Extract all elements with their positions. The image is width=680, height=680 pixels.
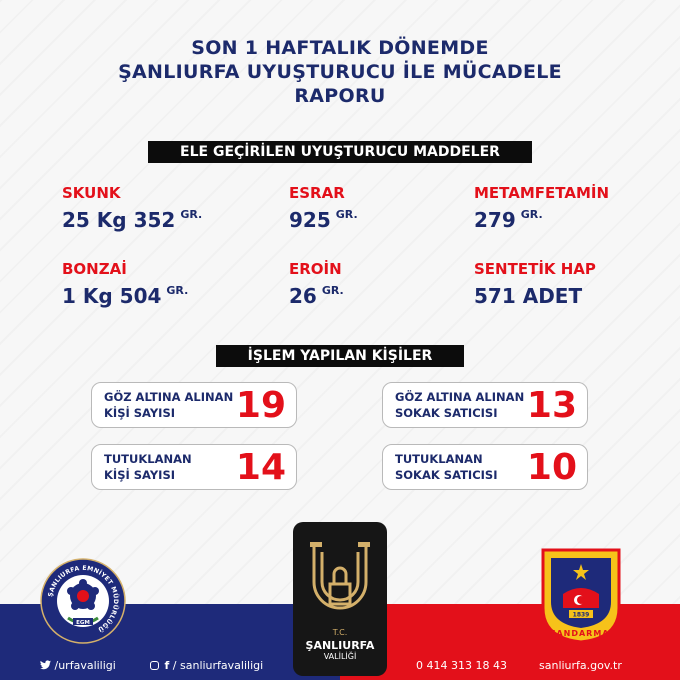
- jandarma-text: JANDARMA: [551, 629, 609, 638]
- drug-name: METAMFETAMİN: [474, 184, 610, 202]
- drug-name: EROİN: [289, 260, 342, 278]
- footer-band-red: [340, 604, 680, 680]
- title-line-3: RAPORU: [294, 85, 386, 107]
- stat-label-line-1: TUTUKLANAN: [104, 452, 192, 466]
- drug-item-eroin: EROİN 26 GR.: [289, 260, 479, 309]
- stat-card-arrested-dealers: TUTUKLANAN SOKAK SATICISI 10: [382, 444, 588, 490]
- drug-unit: GR.: [335, 208, 358, 221]
- footer-website[interactable]: sanliurfa.gov.tr: [539, 659, 622, 672]
- stat-label: TUTUKLANAN SOKAK SATICISI: [395, 451, 535, 483]
- drug-amount-value: 26: [289, 284, 317, 308]
- valilik-tc-text: T.C.: [332, 628, 348, 637]
- drug-amount: 1 Kg 504 GR.: [62, 278, 252, 309]
- drug-amount-value: 1 Kg 504: [62, 284, 162, 308]
- footer-bar: /urfavaliligi f / sanliurfavaliligi 0 41…: [0, 652, 680, 680]
- drug-name: SKUNK: [62, 184, 121, 202]
- drug-item-esrar: ESRAR 925 GR.: [289, 184, 479, 233]
- drug-amount-value: 571 ADET: [474, 284, 583, 308]
- drug-name: SENTETİK HAP: [474, 260, 596, 278]
- stat-label-line-2: SOKAK SATICISI: [395, 468, 498, 482]
- drug-unit: GR.: [321, 284, 344, 297]
- drug-unit: GR.: [520, 208, 543, 221]
- drug-unit: GR.: [180, 208, 203, 221]
- page-title: SON 1 HAFTALIK DÖNEMDE ŞANLIURFA UYUŞTUR…: [0, 36, 680, 108]
- stat-label-line-1: GÖZ ALTINA ALINAN: [104, 390, 234, 404]
- seized-section-heading: ELE GEÇİRİLEN UYUŞTURUCU MADDELER: [148, 141, 532, 163]
- stat-label-line-2: KİŞİ SAYISI: [104, 406, 176, 420]
- instagram-icon: [150, 661, 159, 670]
- drug-amount-value: 25 Kg 352: [62, 208, 176, 232]
- jandarma-logo: 1839 JANDARMA: [541, 548, 621, 644]
- drug-item-sentetik-hap: SENTETİK HAP 571 ADET: [474, 260, 664, 309]
- drug-amount-value: 279: [474, 208, 516, 232]
- stat-label-line-2: SOKAK SATICISI: [395, 406, 498, 420]
- valilik-sub-text: VALİLİĞİ: [323, 652, 357, 661]
- stat-label-line-2: KİŞİ SAYISI: [104, 468, 176, 482]
- drug-amount: 25 Kg 352 GR.: [62, 202, 252, 233]
- drug-name: ESRAR: [289, 184, 345, 202]
- stat-label-line-1: GÖZ ALTINA ALINAN: [395, 390, 525, 404]
- people-section-heading: İŞLEM YAPILAN KİŞİLER: [216, 345, 464, 367]
- drug-name: BONZAİ: [62, 260, 127, 278]
- drug-item-skunk: SKUNK 25 Kg 352 GR.: [62, 184, 252, 233]
- stat-value: 14: [235, 447, 286, 488]
- valilik-city-text: ŞANLIURFA: [305, 639, 375, 652]
- stat-value: 10: [526, 447, 577, 488]
- stat-label: GÖZ ALTINA ALINAN SOKAK SATICISI: [395, 389, 535, 421]
- stat-label: GÖZ ALTINA ALINAN KİŞİ SAYISI: [104, 389, 244, 421]
- title-line-1: SON 1 HAFTALIK DÖNEMDE: [191, 37, 489, 59]
- footer-social[interactable]: f / sanliurfavaliligi: [150, 652, 263, 680]
- egm-short-text: EGM: [76, 620, 90, 626]
- facebook-icon: f: [164, 659, 170, 672]
- stat-card-arrested-persons: TUTUKLANAN KİŞİ SAYISI 14: [91, 444, 297, 490]
- jandarma-year-text: 1839: [573, 612, 590, 619]
- drug-unit: GR.: [166, 284, 189, 297]
- footer-twitter-handle: /urfavaliligi: [54, 659, 116, 672]
- drug-amount-value: 925: [289, 208, 331, 232]
- footer-phone[interactable]: 0 414 313 18 43: [416, 659, 507, 672]
- valilik-logo-card: T.C. ŞANLIURFA VALİLİĞİ: [293, 522, 387, 676]
- twitter-icon: [40, 660, 51, 670]
- drug-amount: 26 GR.: [289, 278, 479, 309]
- stat-value: 19: [235, 385, 286, 426]
- footer-social-handle: / sanliurfavaliligi: [172, 659, 264, 672]
- drug-amount: 571 ADET: [474, 278, 664, 309]
- stat-value: 13: [526, 385, 577, 426]
- drug-amount: 279 GR.: [474, 202, 664, 233]
- stat-label: TUTUKLANAN KİŞİ SAYISI: [104, 451, 244, 483]
- footer-twitter[interactable]: /urfavaliligi: [40, 652, 116, 680]
- egm-logo: ŞANLIURFA EMNİYET MÜDÜRLÜĞÜ EGM: [40, 558, 126, 644]
- stat-card-detained-persons: GÖZ ALTINA ALINAN KİŞİ SAYISI 19: [91, 382, 297, 428]
- title-line-2: ŞANLIURFA UYUŞTURUCU İLE MÜCADELE: [118, 61, 562, 83]
- drug-amount: 925 GR.: [289, 202, 479, 233]
- drug-item-bonzai: BONZAİ 1 Kg 504 GR.: [62, 260, 252, 309]
- stat-label-line-1: TUTUKLANAN: [395, 452, 483, 466]
- drug-item-metamfetamin: METAMFETAMİN 279 GR.: [474, 184, 664, 233]
- valilik-emblem-icon: [310, 542, 370, 610]
- stat-card-detained-dealers: GÖZ ALTINA ALINAN SOKAK SATICISI 13: [382, 382, 588, 428]
